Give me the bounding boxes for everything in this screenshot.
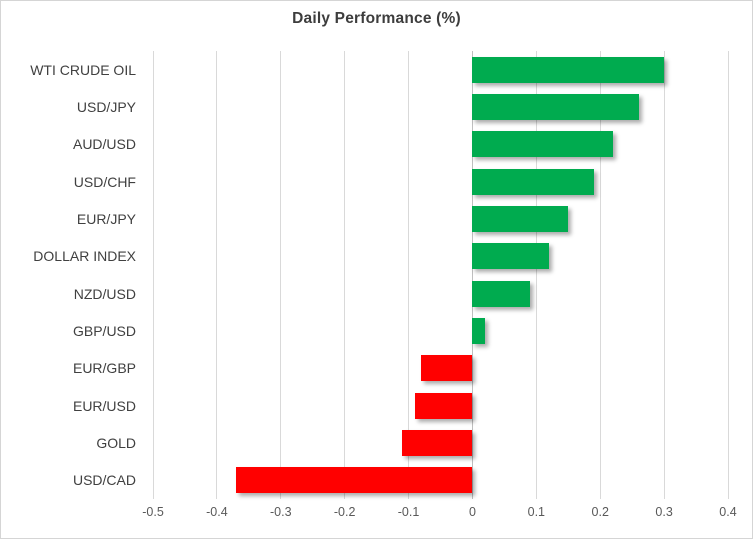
x-tick-label: 0.1 <box>527 505 546 519</box>
x-tick-label: -0.3 <box>269 505 292 519</box>
x-tick-label: 0.2 <box>591 505 609 519</box>
bar-dollar-index <box>472 243 550 270</box>
x-tick-label: -0.5 <box>142 505 164 519</box>
x-tick-label: -0.2 <box>333 505 356 519</box>
x-tick-label: 0.4 <box>719 505 737 519</box>
plot-area <box>152 51 729 499</box>
category-label-gbp-usd: GBP/USD <box>72 323 136 339</box>
x-axis-labels: -0.5 -0.4 -0.3 -0.2 -0.1 0 0.1 0.2 0.3 0.4 <box>142 505 736 521</box>
x-tick-label: 0 <box>468 505 476 519</box>
category-label-aud-usd: AUD/USD <box>72 136 136 153</box>
gridline <box>152 51 154 499</box>
gridline <box>408 51 410 499</box>
bar-eur-gbp <box>421 355 473 382</box>
x-tick-label: -0.1 <box>397 505 420 519</box>
category-label-eur-usd: EUR/USD <box>72 397 136 414</box>
x-tick-label: -0.4 <box>206 505 228 519</box>
gridline <box>663 51 665 499</box>
bar-aud-usd <box>472 131 613 158</box>
bar-eur-jpy <box>472 206 569 232</box>
gridline <box>280 51 282 499</box>
bar-usd-chf <box>472 168 594 195</box>
bar-wti-crude-oil <box>472 56 665 83</box>
gridline <box>599 51 601 499</box>
zero-axis-line <box>471 51 473 499</box>
chart-title: Daily Performance (%) <box>292 10 461 27</box>
gridline <box>344 51 346 499</box>
category-label-eur-jpy: EUR/JPY <box>76 211 136 227</box>
bar-usd-jpy <box>472 94 639 120</box>
category-label-nzd-usd: NZD/USD <box>73 285 136 302</box>
bar-nzd-usd <box>472 280 530 307</box>
category-label-gold: GOLD <box>96 435 136 451</box>
category-label-usd-chf: USD/CHF <box>73 173 136 190</box>
bar-gold <box>402 430 473 456</box>
gridline <box>216 51 218 499</box>
x-tick-label: 0.3 <box>655 505 673 519</box>
category-label-dollar-index: DOLLAR INDEX <box>33 248 136 265</box>
category-label-wti-crude-oil: WTI CRUDE OIL <box>30 61 136 78</box>
bar-eur-usd <box>414 392 473 419</box>
bar-usd-cad <box>236 467 473 494</box>
category-label-usd-jpy: USD/JPY <box>76 99 136 115</box>
category-label-eur-gbp: EUR/GBP <box>72 360 136 377</box>
y-axis-labels: WTI CRUDE OIL USD/JPY AUD/USD USD/CHF EUR/JP… <box>1 51 136 499</box>
gridline <box>727 51 729 499</box>
bar-gbp-usd <box>472 318 486 344</box>
category-label-usd-cad: USD/CAD <box>72 472 136 489</box>
gridline <box>535 51 537 499</box>
